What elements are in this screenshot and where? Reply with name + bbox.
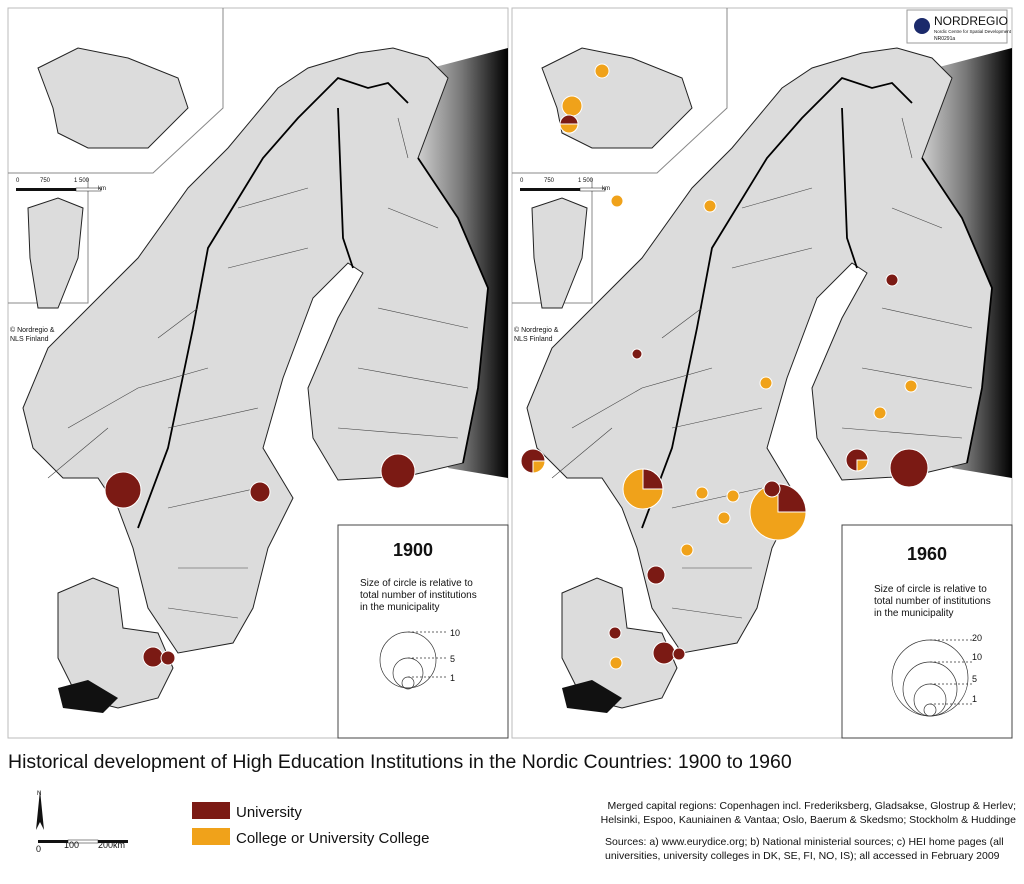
year: 1960 [907, 544, 947, 564]
credit: © Nordregio & [514, 326, 559, 334]
sources: universities, university colleges in DK,… [605, 850, 1000, 862]
logo-tagline: Nordic Centre for Spatial Development [934, 29, 1012, 34]
sources: Sources: a) www.eurydice.org; b) Nationa… [605, 836, 1004, 848]
note: Helsinki, Espoo, Kauniainen & Vantaa; Os… [601, 814, 1017, 826]
note: Merged capital regions: Copenhagen incl.… [607, 800, 1016, 812]
inset-scale: 1 500 [578, 178, 594, 184]
note: total number of institutions [360, 590, 477, 601]
note: Size of circle is relative to [874, 584, 987, 595]
inset-scale: 1 500 [74, 178, 90, 184]
credit: © Nordregio & [10, 326, 55, 334]
scale-label: 100 [64, 840, 79, 850]
note: in the municipality [874, 608, 953, 619]
scale-label: 1 [450, 673, 455, 683]
scale-label: 200km [98, 840, 125, 850]
note: in the municipality [360, 602, 439, 613]
legend-label: College or University College [236, 830, 429, 847]
credit: NLS Finland [10, 336, 49, 343]
title: Historical development of High Education… [8, 751, 792, 773]
note: total number of institutions [874, 596, 991, 607]
scale-label: 0 [36, 844, 41, 854]
inset-scale: 0 [16, 178, 20, 184]
inset-scale: 750 [40, 178, 51, 184]
scale-label: 10 [972, 652, 982, 662]
north-arrow [36, 790, 44, 830]
inset-scale: 750 [544, 178, 555, 184]
scale-label: 5 [450, 654, 455, 664]
legend-label: University [236, 804, 302, 821]
map-1900: 0 750 1 500 km © Nordregio & NLS Finland… [7, 7, 509, 739]
scale-label: 10 [450, 628, 460, 638]
year: 1900 [393, 540, 433, 560]
scale-label: 1 [972, 694, 977, 704]
legend-swatch [192, 828, 230, 845]
note: Size of circle is relative to [360, 578, 473, 589]
inset-scale: 0 [520, 178, 524, 184]
scale-label: 20 [972, 633, 982, 643]
map-1960: NORDREGIO Nordic Centre for Spatial Deve… [511, 7, 1013, 739]
inset-scale: km [602, 186, 610, 192]
scale-label: 5 [972, 674, 977, 684]
logo-name: NORDREGIO [934, 14, 1008, 28]
credit: NLS Finland [514, 336, 553, 343]
inset-scale: km [98, 186, 106, 192]
north-label: N [37, 791, 41, 797]
logo-code: NR0291a [934, 36, 955, 42]
legend-swatch [192, 802, 230, 819]
